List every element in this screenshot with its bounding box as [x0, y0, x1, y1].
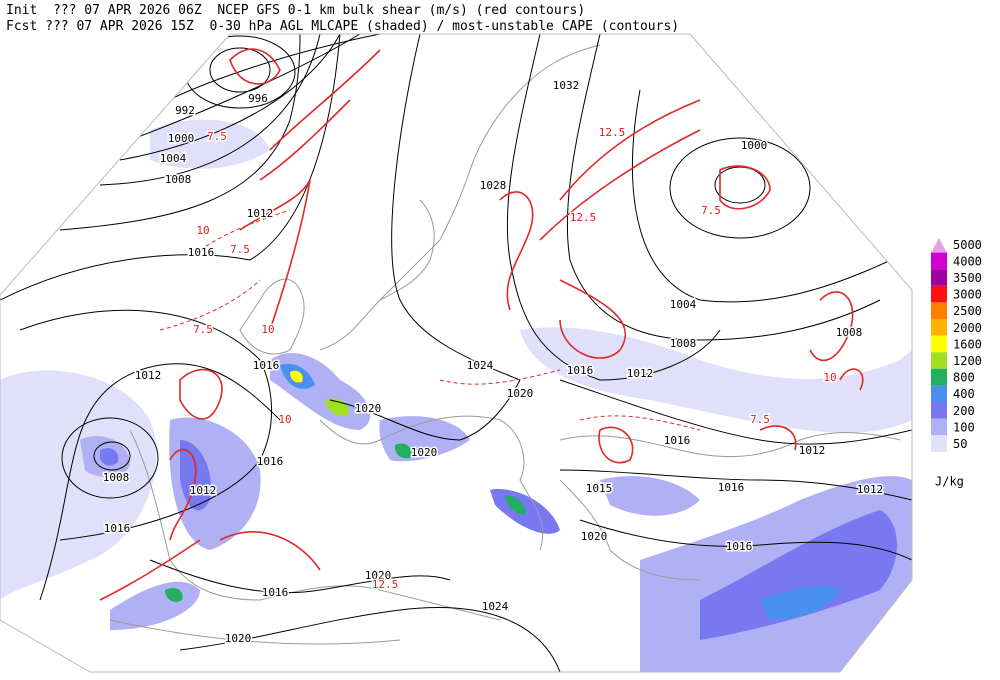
legend-label: 4000 — [953, 254, 982, 268]
header-line: Fcst ??? 07 APR 2026 15Z 0-30 hPa AGL ML… — [6, 19, 679, 34]
legend-swatch — [931, 285, 947, 303]
legend-label: 3000 — [953, 288, 982, 302]
isobar-label: 1016 — [257, 455, 284, 468]
isobar-label: 1020 — [581, 530, 608, 543]
isobar-label: 1024 — [482, 600, 509, 613]
shear-label: 12.5 — [372, 578, 399, 591]
legend: 5000 4000 3500 3000 2500 2000 1600 1200 800 400 20… — [931, 238, 982, 489]
isobar-label: 1008 — [836, 326, 863, 339]
isobar-label: 1016 — [262, 586, 289, 599]
isobar-label: 1016 — [253, 359, 280, 372]
isobar-label: 1008 — [165, 173, 192, 186]
isobar-label: 1008 — [103, 471, 130, 484]
legend-unit: J/kg — [935, 475, 964, 489]
shear-label: 10 — [261, 323, 274, 336]
shear-label: 10 — [278, 413, 291, 426]
isobar-label: 1016 — [567, 364, 594, 377]
isobar-label: 1024 — [467, 359, 494, 372]
legend-label: 1600 — [953, 337, 982, 351]
shear-label: 7.5 — [230, 243, 250, 256]
shear-contours — [99, 48, 864, 601]
legend-swatch — [931, 435, 947, 452]
isobar-label: 1015 — [586, 482, 613, 495]
legend-swatch — [931, 418, 947, 436]
shear-labels: 7.5 10 12.5 7.5 10 7.5 12.5 7.5 10 7.5 12.5 10 — [192, 125, 839, 593]
cape-shading — [0, 119, 912, 672]
isobar-label: 1012 — [135, 369, 162, 382]
legend-swatch — [931, 368, 947, 386]
isobar-label: 1000 — [168, 132, 195, 145]
isobar-labels: 996 992 1000 1004 1008 1012 1016 1032 1028 1000 10… — [101, 78, 885, 647]
legend-label: 5000 — [953, 238, 982, 252]
map-border — [0, 33, 913, 673]
isobar-label: 1020 — [365, 569, 392, 582]
isobar-label: 1012 — [857, 483, 884, 496]
isobar-label: 1020 — [225, 632, 252, 645]
shear-label: 12.5 — [599, 126, 626, 139]
legend-swatch — [931, 269, 947, 286]
coastlines — [109, 44, 901, 645]
isobar-label: 996 — [248, 92, 268, 105]
isobar-label: 1020 — [411, 446, 438, 459]
shear-label: 12.5 — [570, 211, 597, 224]
legend-swatch — [931, 352, 947, 369]
shear-label: 7.5 — [701, 204, 721, 217]
legend-swatch — [931, 302, 947, 319]
isobar-label: 1032 — [553, 79, 580, 92]
legend-label: 100 — [953, 420, 975, 434]
legend-label: 1200 — [953, 354, 982, 368]
legend-swatch — [931, 385, 947, 402]
legend-swatch — [931, 319, 947, 336]
isobar-label: 1004 — [670, 298, 697, 311]
legend-label: 2000 — [953, 321, 982, 335]
legend-swatch — [931, 238, 947, 253]
legend-label: 3500 — [953, 271, 982, 285]
legend-label: 50 — [953, 437, 967, 451]
legend-swatch — [931, 252, 947, 270]
legend-label: 400 — [953, 387, 975, 401]
isobar-label: 1004 — [160, 152, 187, 165]
isobar-label: 1016 — [726, 540, 753, 553]
isobar-label: 992 — [175, 104, 195, 117]
legend-swatch — [931, 335, 947, 353]
isobar-label: 1012 — [799, 444, 826, 457]
shear-label: 10 — [823, 371, 836, 384]
shear-label: 7.5 — [193, 323, 213, 336]
isobar-label: 1016 — [104, 522, 131, 535]
isobar-label: 1016 — [718, 481, 745, 494]
isobar-label: 1016 — [664, 434, 691, 447]
legend-swatch — [931, 402, 947, 419]
isobar-label: 1000 — [741, 139, 768, 152]
legend-label: 200 — [953, 404, 975, 418]
isobar-label: 1012 — [190, 484, 217, 497]
header-line: Init ??? 07 APR 2026 06Z NCEP GFS 0-1 km… — [6, 3, 585, 18]
isobar-label: 1028 — [480, 179, 507, 192]
isobar-label: 1020 — [507, 387, 534, 400]
isobar-label: 1016 — [188, 246, 215, 259]
legend-label: 800 — [953, 371, 975, 385]
map-area: 996 992 1000 1004 1008 1012 1016 1032 1028 1000 10… — [0, 33, 913, 673]
isobar-label: 1020 — [355, 402, 382, 415]
shear-label: 7.5 — [750, 413, 770, 426]
shear-label: 7.5 — [207, 130, 227, 143]
isobar-label: 1012 — [247, 207, 274, 220]
legend-label: 2500 — [953, 304, 982, 318]
isobar-label: 1012 — [627, 367, 654, 380]
shear-label: 10 — [196, 224, 209, 237]
isobar-label: 1008 — [670, 337, 697, 350]
